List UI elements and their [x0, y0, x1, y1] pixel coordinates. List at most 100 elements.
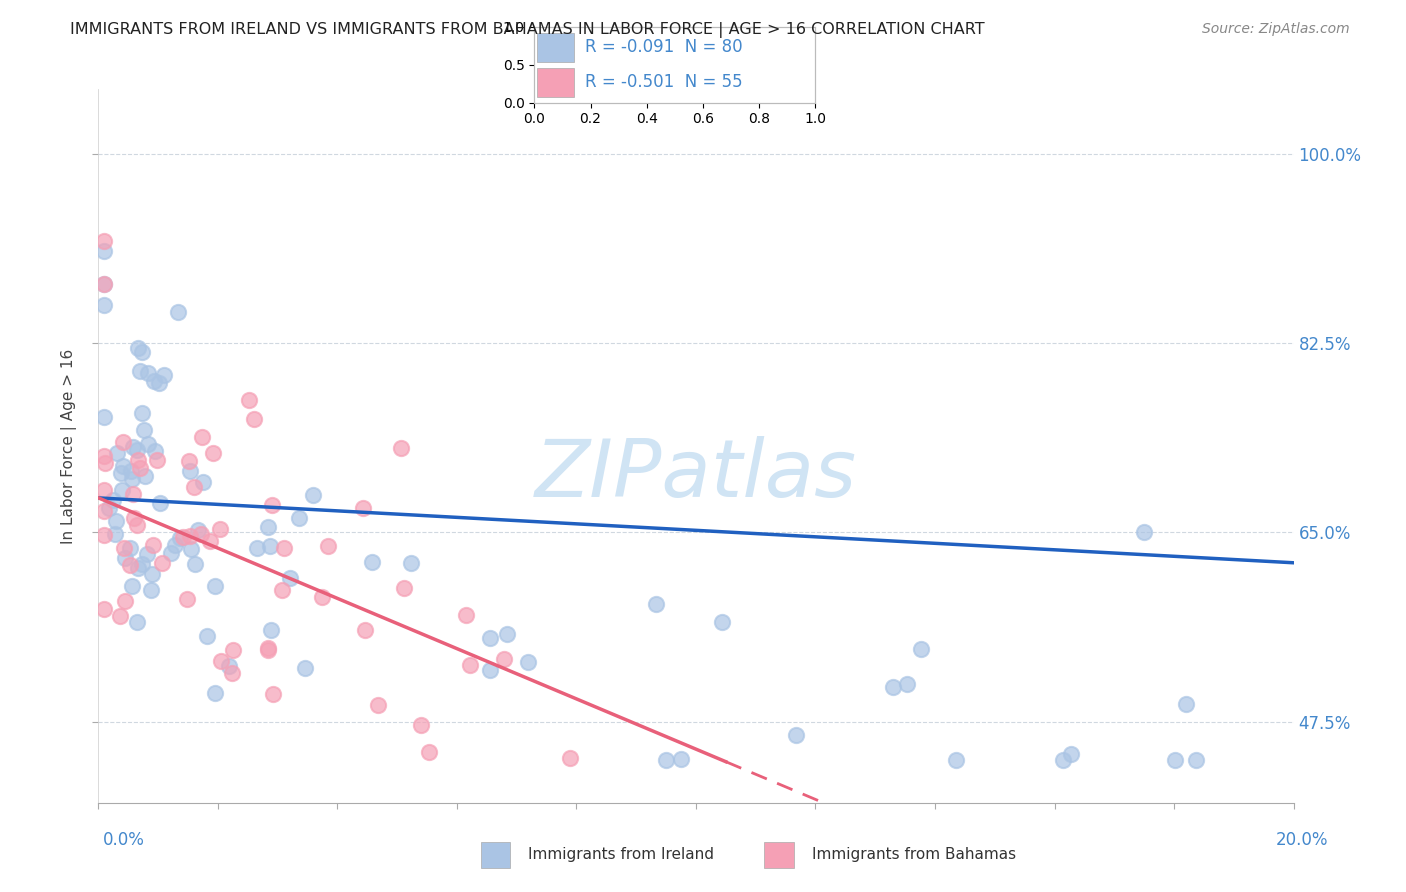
Point: [127, 341, 149, 355]
Point: [193, 475, 215, 489]
Point: [259, 539, 281, 553]
Point: [243, 411, 266, 425]
Point: [409, 718, 432, 732]
Point: [165, 538, 187, 552]
Point: [399, 557, 422, 571]
Point: [114, 550, 136, 565]
Point: [288, 511, 311, 525]
Point: [1185, 753, 1208, 767]
Point: [177, 454, 200, 468]
Point: [180, 541, 202, 556]
Y-axis label: In Labor Force | Age > 16: In Labor Force | Age > 16: [60, 349, 77, 543]
Point: [136, 437, 159, 451]
Point: [93, 410, 115, 425]
FancyBboxPatch shape: [765, 842, 794, 868]
Point: [131, 406, 153, 420]
Point: [785, 728, 807, 742]
Point: [516, 655, 538, 669]
Point: [494, 652, 516, 666]
Point: [120, 464, 142, 478]
Point: [101, 492, 124, 507]
Point: [260, 498, 283, 512]
Point: [354, 623, 377, 637]
Point: [121, 440, 143, 454]
Point: [262, 687, 284, 701]
Point: [110, 609, 132, 624]
Point: [211, 654, 233, 668]
Point: [655, 753, 678, 767]
Point: [190, 526, 212, 541]
Point: [122, 511, 145, 525]
Point: [118, 541, 141, 556]
Point: [120, 558, 142, 572]
Point: [367, 698, 389, 712]
Point: [169, 531, 191, 545]
FancyBboxPatch shape: [537, 33, 574, 62]
Point: [1060, 747, 1083, 761]
Point: [176, 591, 198, 606]
Point: [93, 234, 115, 248]
Point: [1052, 753, 1074, 767]
Point: [257, 520, 280, 534]
Point: [711, 615, 734, 630]
Point: [111, 435, 134, 450]
Point: [135, 548, 157, 562]
Text: R = -0.501  N = 55: R = -0.501 N = 55: [585, 73, 742, 91]
Text: ZIPatlas: ZIPatlas: [534, 435, 858, 514]
Point: [104, 526, 127, 541]
Point: [311, 591, 333, 605]
Text: Immigrants from Ireland: Immigrants from Ireland: [529, 847, 714, 862]
Point: [148, 376, 170, 391]
Point: [172, 530, 194, 544]
Point: [669, 752, 692, 766]
Point: [479, 663, 502, 677]
Point: [125, 615, 148, 629]
Point: [896, 677, 918, 691]
Point: [1174, 698, 1197, 712]
Point: [204, 579, 226, 593]
Point: [114, 594, 136, 608]
Point: [127, 561, 149, 575]
Point: [93, 244, 115, 259]
Point: [558, 751, 581, 765]
Point: [882, 681, 904, 695]
Text: IMMIGRANTS FROM IRELAND VS IMMIGRANTS FROM BAHAMAS IN LABOR FORCE | AGE > 16 COR: IMMIGRANTS FROM IRELAND VS IMMIGRANTS FR…: [70, 22, 986, 38]
Point: [93, 504, 115, 518]
Point: [136, 366, 159, 380]
Point: [191, 430, 214, 444]
Point: [260, 623, 283, 637]
Point: [159, 546, 181, 560]
Point: [97, 500, 120, 515]
Point: [131, 344, 153, 359]
Point: [149, 495, 172, 509]
Point: [316, 539, 339, 553]
Point: [910, 642, 932, 657]
Point: [134, 469, 156, 483]
Point: [195, 629, 218, 643]
Point: [104, 514, 127, 528]
Point: [125, 442, 148, 457]
Point: [353, 500, 375, 515]
Point: [93, 277, 115, 291]
Point: [479, 631, 502, 645]
Point: [218, 659, 240, 673]
Point: [153, 368, 176, 383]
Text: 0.0%: 0.0%: [103, 831, 145, 849]
Point: [184, 557, 207, 571]
Point: [1163, 753, 1185, 767]
Point: [202, 446, 225, 460]
Point: [128, 364, 150, 378]
Point: [110, 483, 132, 497]
Point: [454, 607, 477, 622]
Point: [204, 686, 226, 700]
Point: [94, 456, 117, 470]
Point: [112, 541, 135, 556]
Point: [280, 570, 302, 584]
Point: [129, 461, 152, 475]
Point: [121, 472, 143, 486]
Point: [125, 518, 148, 533]
Point: [392, 581, 415, 595]
Point: [496, 627, 519, 641]
Point: [142, 538, 165, 552]
Point: [141, 567, 163, 582]
